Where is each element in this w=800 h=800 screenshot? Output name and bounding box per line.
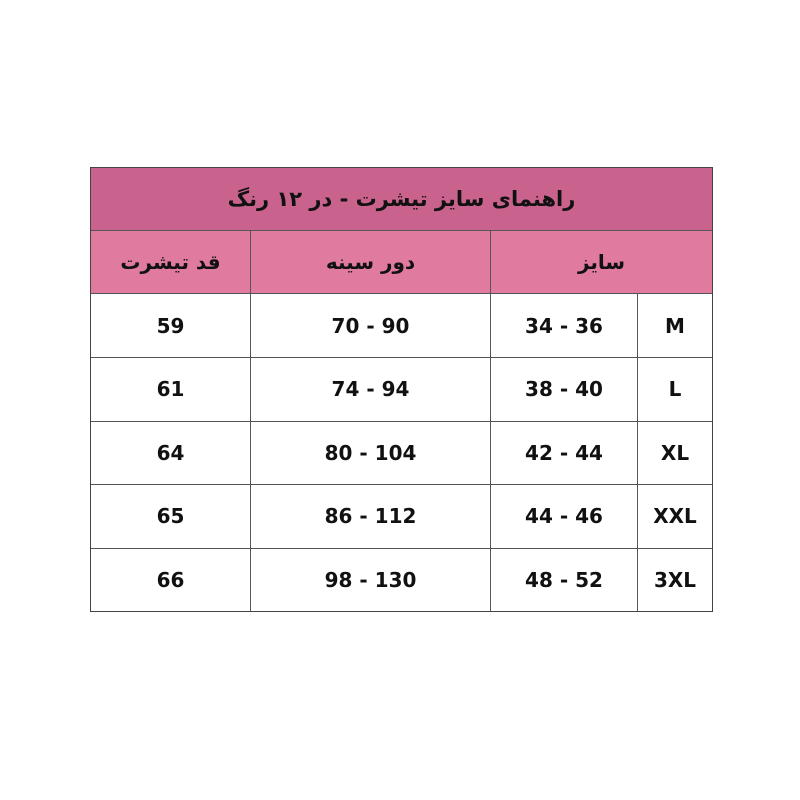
cell-size: 3XL (653, 568, 697, 593)
cell-chest: 70 - 90 (251, 294, 491, 358)
cell-size: XXL (638, 485, 712, 549)
cell-length: 61 (91, 357, 251, 422)
header-chest: دور سینه (251, 231, 491, 294)
cell-length: 59 (91, 294, 251, 358)
cell-length: 64 (91, 421, 251, 486)
cell-size-range: 34 - 36 (491, 294, 638, 358)
cell-size-range: 48 - 52 (491, 548, 638, 613)
cell-chest: 80 - 104 (251, 421, 491, 486)
table-title: راهنمای سایز تیشرت - در ۱۲ رنگ (91, 168, 712, 231)
cell-size: L (638, 358, 712, 422)
cell-chest: 74 - 94 (251, 357, 491, 422)
cell-chest: 98 - 130 (251, 548, 491, 613)
cell-chest: 86 - 112 (251, 484, 491, 549)
size-chart-table: راهنمای سایز تیشرت - در ۱۲ رنگ قد تیشرت … (90, 167, 713, 613)
header-length: قد تیشرت (91, 231, 251, 294)
cell-size: XL (638, 421, 712, 486)
header-size: سایز (491, 231, 712, 294)
cell-size-range: 44 - 46 (491, 484, 638, 549)
cell-length: 66 (91, 548, 251, 613)
cell-size-range: 38 - 40 (491, 357, 638, 422)
cell-size-range: 42 - 44 (491, 421, 638, 486)
cell-length: 65 (91, 484, 251, 549)
cell-size: M (638, 294, 712, 358)
